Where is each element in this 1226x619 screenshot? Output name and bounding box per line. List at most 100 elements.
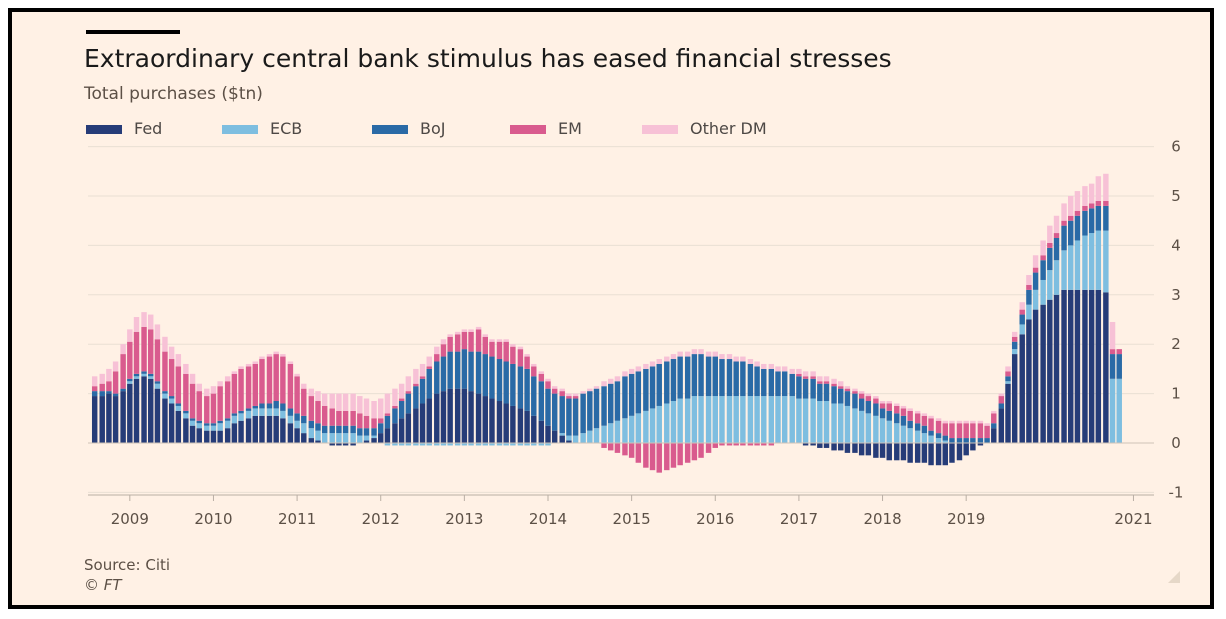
bar-fed xyxy=(273,415,279,443)
bar-fed xyxy=(921,443,928,463)
bar-ecb xyxy=(238,413,244,421)
bar-other-dm xyxy=(601,381,607,387)
bar-other-dm xyxy=(719,354,725,360)
bar-boj xyxy=(189,418,196,421)
bar-em xyxy=(698,443,704,458)
bar-em xyxy=(475,329,482,352)
bar-ecb xyxy=(141,373,147,377)
bar-em xyxy=(712,443,718,448)
bar-boj xyxy=(963,438,969,443)
bar-em xyxy=(865,396,872,402)
bar-other-dm xyxy=(112,361,119,372)
bar-em xyxy=(204,396,210,424)
bar-other-dm xyxy=(559,388,565,392)
bar-other-dm xyxy=(252,361,258,364)
bar-other-dm xyxy=(873,396,879,399)
bar-boj xyxy=(635,371,642,414)
bar-boj xyxy=(434,361,440,394)
bar-em xyxy=(858,393,865,399)
bar-fed xyxy=(566,440,572,443)
bar-em xyxy=(524,356,530,369)
bar-boj xyxy=(984,438,990,443)
bar-em xyxy=(1082,205,1088,211)
bar-ecb xyxy=(614,420,621,443)
legend-label-fed: Fed xyxy=(134,119,163,138)
bar-fed xyxy=(489,398,495,443)
bar-ecb xyxy=(350,433,356,443)
bar-boj xyxy=(810,378,816,399)
bar-em xyxy=(628,443,635,458)
bar-fed xyxy=(1095,289,1102,443)
bar-ecb xyxy=(217,423,223,431)
bar-other-dm xyxy=(301,383,307,389)
bar-boj xyxy=(1040,260,1046,280)
bar-other-dm xyxy=(942,420,948,424)
bar-ecb xyxy=(308,428,315,439)
bar-ecb xyxy=(643,410,649,443)
bar-other-dm xyxy=(551,386,558,389)
bar-boj xyxy=(99,391,105,397)
bar-other-dm xyxy=(914,410,921,414)
bar-em xyxy=(907,410,913,421)
bar-boj xyxy=(1019,314,1025,325)
bar-ecb xyxy=(942,440,948,443)
bar-fed xyxy=(280,418,286,443)
bar-ecb xyxy=(189,420,196,426)
bar-fed xyxy=(294,428,300,443)
bar-other-dm xyxy=(817,376,823,382)
legend-label-other-dm: Other DM xyxy=(690,119,767,138)
bar-ecb xyxy=(886,420,892,443)
bar-other-dm xyxy=(789,368,795,374)
bar-fed xyxy=(183,418,189,443)
bar-em xyxy=(196,391,202,421)
bar-fed xyxy=(1005,383,1011,443)
bar-boj xyxy=(823,383,830,402)
bar-other-dm xyxy=(1061,203,1067,221)
bar-boj xyxy=(1068,220,1074,246)
bar-other-dm xyxy=(810,371,816,377)
bar-ecb xyxy=(608,423,614,443)
bar-ecb xyxy=(844,405,851,443)
bar-boj xyxy=(405,393,412,414)
bar-fed xyxy=(461,388,468,443)
bar-em xyxy=(622,443,628,456)
bar-other-dm xyxy=(935,418,942,421)
source-note: Source: Citi xyxy=(84,556,171,574)
bar-ecb xyxy=(154,383,161,389)
bar-other-dm xyxy=(838,381,844,387)
bar-fed xyxy=(259,415,265,443)
bar-boj xyxy=(559,396,565,434)
bar-other-dm xyxy=(781,366,788,372)
bar-em xyxy=(482,336,488,355)
bar-boj xyxy=(838,388,844,404)
bar-other-dm xyxy=(315,391,321,402)
bar-boj xyxy=(587,391,593,431)
bar-em xyxy=(921,415,928,426)
bar-em xyxy=(154,339,161,382)
bar-em xyxy=(691,443,698,461)
bar-em xyxy=(419,376,426,379)
bar-other-dm xyxy=(392,388,398,406)
bar-em xyxy=(956,423,963,439)
bar-ecb xyxy=(127,381,133,384)
bar-boj xyxy=(914,423,921,431)
bar-fed xyxy=(991,428,997,443)
bar-other-dm xyxy=(643,363,649,369)
bar-other-dm xyxy=(120,344,126,355)
bar-boj xyxy=(168,396,175,399)
bar-ecb xyxy=(1068,245,1074,290)
bar-em xyxy=(802,376,809,379)
bar-em xyxy=(454,334,461,352)
bar-other-dm xyxy=(1040,240,1046,256)
bar-fed xyxy=(301,433,307,443)
bar-em xyxy=(677,443,683,466)
bar-em xyxy=(538,373,545,382)
bar-other-dm xyxy=(1103,173,1109,201)
bar-em xyxy=(517,349,524,367)
bar-boj xyxy=(1116,354,1122,379)
bar-fed xyxy=(141,376,147,443)
bar-other-dm xyxy=(148,314,154,330)
bar-boj xyxy=(649,366,656,409)
bar-fed xyxy=(204,430,210,443)
bar-fed xyxy=(1053,294,1060,443)
